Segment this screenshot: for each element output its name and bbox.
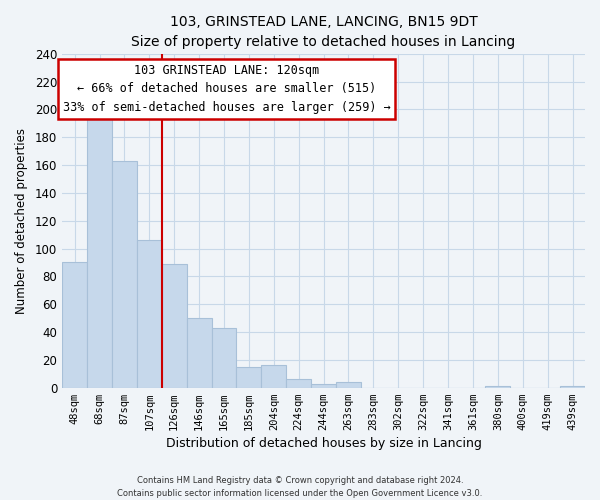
Bar bbox=[112, 161, 137, 388]
Bar bbox=[286, 380, 311, 388]
Y-axis label: Number of detached properties: Number of detached properties bbox=[15, 128, 28, 314]
Text: 103 GRINSTEAD LANE: 120sqm
← 66% of detached houses are smaller (515)
33% of sem: 103 GRINSTEAD LANE: 120sqm ← 66% of deta… bbox=[63, 64, 391, 114]
Bar bbox=[485, 386, 511, 388]
Bar bbox=[311, 384, 336, 388]
Bar bbox=[212, 328, 236, 388]
Bar bbox=[187, 318, 212, 388]
Text: Contains HM Land Registry data © Crown copyright and database right 2024.
Contai: Contains HM Land Registry data © Crown c… bbox=[118, 476, 482, 498]
X-axis label: Distribution of detached houses by size in Lancing: Distribution of detached houses by size … bbox=[166, 437, 482, 450]
Bar bbox=[62, 262, 87, 388]
Bar bbox=[560, 386, 585, 388]
Bar bbox=[336, 382, 361, 388]
Bar bbox=[87, 110, 112, 388]
Bar bbox=[262, 366, 286, 388]
Bar bbox=[162, 264, 187, 388]
Bar bbox=[236, 367, 262, 388]
Title: 103, GRINSTEAD LANE, LANCING, BN15 9DT
Size of property relative to detached hou: 103, GRINSTEAD LANE, LANCING, BN15 9DT S… bbox=[131, 15, 516, 48]
Bar bbox=[137, 240, 162, 388]
